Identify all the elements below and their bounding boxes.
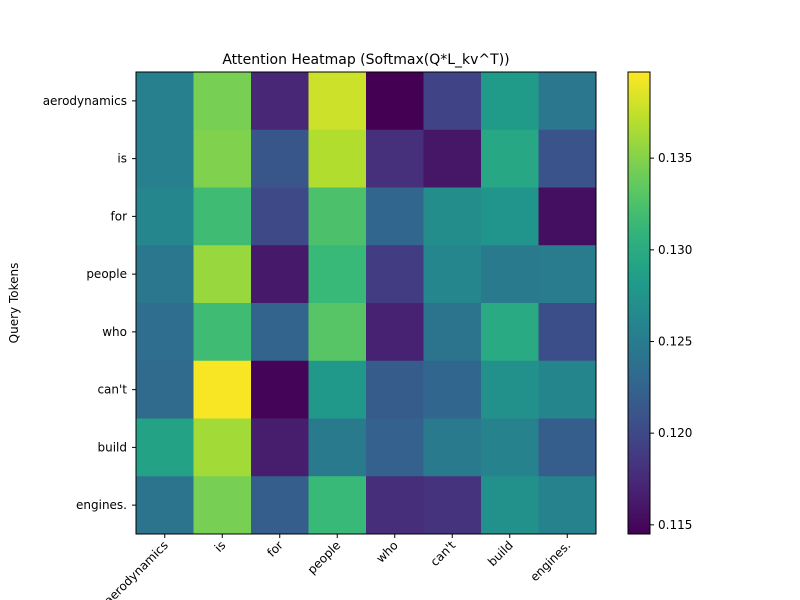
heatmap-cell (538, 129, 597, 188)
heatmap-cell (136, 303, 194, 362)
heatmap-cell (251, 418, 309, 477)
heatmap-cell (366, 187, 424, 246)
heatmap-cell (366, 476, 424, 535)
heatmap-cell (366, 360, 424, 419)
heatmap-cell (538, 72, 597, 131)
y-tick-label: for (111, 209, 128, 223)
heatmap-cell (308, 476, 367, 535)
heatmap-cell (481, 360, 539, 419)
heatmap-cell (366, 72, 424, 131)
heatmap-cell (481, 129, 539, 188)
colorbar-ticks: 0.115 0.120 0.125 0.130 0.135 (650, 151, 692, 532)
heatmap-cell (193, 360, 252, 419)
heatmap-cell (251, 72, 309, 131)
heatmap-cell (538, 245, 597, 304)
heatmap-cell (423, 187, 482, 246)
heatmap-cell (423, 129, 482, 188)
heatmap-cell (308, 418, 367, 477)
heatmap-cell (136, 360, 194, 419)
heatmap-cell (136, 245, 194, 304)
heatmap-cell (193, 476, 252, 535)
heatmap-cell (538, 187, 597, 246)
heatmap-cell (193, 418, 252, 477)
heatmap-cell (366, 303, 424, 362)
heatmap-cell (308, 72, 367, 131)
heatmap-cell (481, 476, 539, 535)
heatmap-cells (136, 72, 597, 535)
heatmap-cell (423, 72, 482, 131)
colorbar-tick-label: 0.115 (658, 518, 692, 532)
y-tick-label: can't (97, 383, 127, 397)
heatmap-cell (251, 476, 309, 535)
x-tick-label: build (485, 538, 516, 569)
x-tick-label: people (305, 538, 344, 577)
x-tick-label: who (373, 538, 400, 565)
heatmap-cell (136, 129, 194, 188)
heatmap-cell (423, 476, 482, 535)
heatmap-cell (538, 418, 597, 477)
heatmap-cell (193, 72, 252, 131)
y-tick-label: aerodynamics (43, 94, 127, 108)
chart-title: Attention Heatmap (Softmax(Q*L_kv^T)) (222, 52, 509, 68)
heatmap-cell (308, 187, 367, 246)
y-tick-label: is (117, 152, 127, 166)
colorbar-tick-label: 0.125 (658, 335, 692, 349)
heatmap-cell (193, 303, 252, 362)
x-tick-label: can't (428, 538, 459, 569)
heatmap-cell (423, 245, 482, 304)
heatmap-cell (193, 129, 252, 188)
x-tick-label: is (212, 538, 229, 555)
heatmap-cell (308, 129, 367, 188)
y-tick-label: who (102, 325, 127, 339)
heatmap-cell (308, 303, 367, 362)
heatmap-cell (308, 245, 367, 304)
colorbar-tick-label: 0.120 (658, 426, 692, 440)
y-tick-label: people (86, 267, 127, 281)
heatmap-cell (251, 129, 309, 188)
colorbar (627, 71, 651, 535)
heatmap-cell (136, 187, 194, 246)
heatmap-cell (538, 476, 597, 535)
heatmap-cell (481, 72, 539, 131)
heatmap-cell (251, 303, 309, 362)
heatmap-cell (251, 360, 309, 419)
x-tick-label: for (264, 538, 286, 560)
heatmap-frame (135, 71, 597, 535)
heatmap-cell (481, 187, 539, 246)
heatmap-cell (481, 418, 539, 477)
heatmap-cell (136, 72, 194, 131)
colorbar-tick-label: 0.130 (658, 243, 692, 257)
y-axis-label: Query Tokens (7, 263, 21, 344)
x-tick-label: aerodynamics (101, 538, 171, 600)
x-tick-label: engines. (527, 538, 573, 584)
heatmap-cell (193, 187, 252, 246)
y-tick-label: build (97, 440, 127, 454)
heatmap-cell (481, 303, 539, 362)
heatmap-cell (193, 245, 252, 304)
heatmap-cell (366, 129, 424, 188)
heatmap-cell (366, 245, 424, 304)
heatmap-cell (366, 418, 424, 477)
heatmap-cell (136, 418, 194, 477)
y-axis-ticks: aerodynamics is for people who can't build engi… (43, 94, 136, 512)
heatmap-cell (538, 360, 597, 419)
heatmap-cell (538, 303, 597, 362)
x-axis-ticks: aerodynamics is for people who can't build engi… (101, 534, 573, 600)
y-tick-label: engines. (76, 498, 127, 512)
heatmap-cell (423, 360, 482, 419)
heatmap-cell (251, 187, 309, 246)
heatmap-cell (251, 245, 309, 304)
heatmap-cell (136, 476, 194, 535)
heatmap-cell (423, 418, 482, 477)
heatmap-cell (308, 360, 367, 419)
heatmap-cell (423, 303, 482, 362)
heatmap-cell (481, 245, 539, 304)
colorbar-tick-label: 0.135 (658, 151, 692, 165)
